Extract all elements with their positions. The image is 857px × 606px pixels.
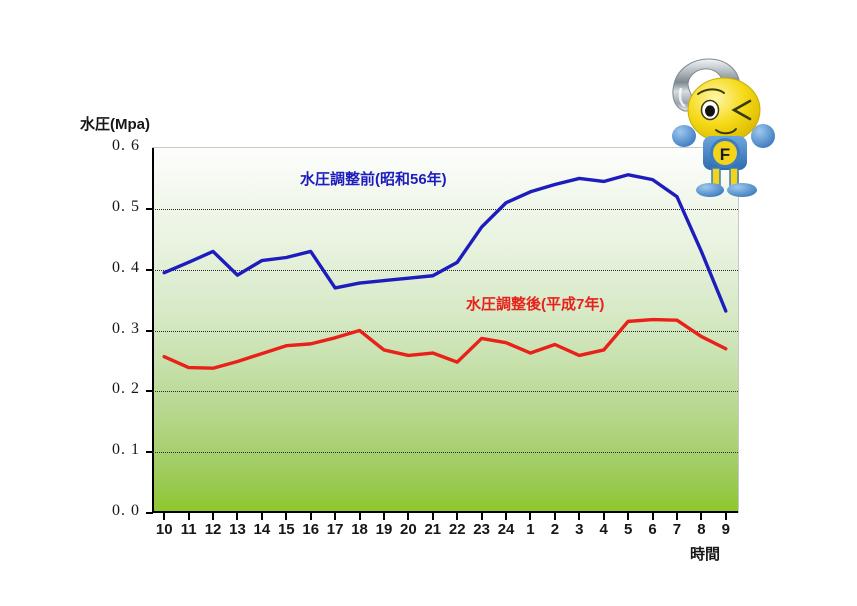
mascot-body: F — [703, 136, 747, 170]
series-label-after: 水圧調整後(平成7年) — [466, 296, 605, 313]
gridline — [152, 391, 738, 393]
x-tick-mark — [529, 513, 532, 520]
x-tick-label: 18 — [351, 521, 368, 538]
gridline — [152, 330, 738, 332]
x-tick-label: 16 — [302, 521, 320, 538]
x-tick-label: 14 — [253, 521, 271, 538]
mascot-right-arm — [751, 124, 775, 148]
y-tick-label: 0. 1 — [112, 441, 140, 459]
x-tick-mark — [724, 513, 727, 520]
x-tick-label: 20 — [400, 521, 417, 538]
faucet-mascot: F — [662, 32, 788, 202]
y-tick-label: 0. 4 — [112, 258, 140, 276]
x-tick-label: 8 — [697, 521, 706, 538]
plot-top-border — [152, 147, 739, 148]
x-tick-mark — [553, 513, 556, 520]
x-axis-title: 時間 — [690, 546, 721, 563]
x-tick-mark — [163, 513, 166, 520]
x-tick-mark — [578, 513, 581, 520]
x-tick-label: 15 — [277, 521, 295, 538]
y-tick-mark — [146, 512, 153, 514]
x-tick-label: 6 — [648, 521, 657, 538]
x-tick-mark — [602, 513, 605, 520]
x-tick-mark — [358, 513, 361, 520]
x-tick-mark — [309, 513, 312, 520]
x-tick-mark — [651, 513, 654, 520]
x-tick-mark — [212, 513, 215, 520]
gridline — [152, 452, 738, 454]
gridline — [152, 208, 738, 210]
x-tick-mark — [431, 513, 434, 520]
y-tick-mark — [146, 268, 153, 271]
x-tick-mark — [187, 513, 190, 520]
y-tick-label: 0. 5 — [112, 197, 140, 215]
x-tick-mark — [505, 513, 508, 520]
x-tick-mark — [480, 513, 483, 520]
mascot-left-arm — [672, 125, 696, 147]
series-label-before: 水圧調整前(昭和56年) — [300, 171, 447, 188]
x-tick-label: 2 — [550, 521, 560, 538]
plot-right-border — [738, 147, 739, 513]
x-tick-mark — [382, 513, 385, 520]
y-tick-mark — [146, 207, 153, 210]
x-tick-mark — [260, 513, 263, 520]
y-axis-title: 水圧(Mpa) — [80, 116, 150, 133]
x-tick-label: 24 — [497, 521, 515, 538]
x-tick-label: 5 — [623, 521, 633, 538]
x-tick-mark — [700, 513, 703, 520]
x-tick-label: 7 — [672, 521, 682, 538]
x-tick-label: 17 — [326, 521, 344, 538]
y-tick-mark — [146, 390, 153, 393]
mascot-left-foot — [696, 183, 724, 197]
y-tick-label: 0. 3 — [112, 319, 140, 337]
x-tick-mark — [675, 513, 678, 520]
x-tick-label: 21 — [424, 521, 442, 538]
x-tick-mark — [456, 513, 459, 520]
x-tick-label: 12 — [204, 521, 222, 538]
x-tick-mark — [236, 513, 239, 520]
x-tick-label: 4 — [599, 521, 608, 538]
x-tick-mark — [627, 513, 630, 520]
y-tick-label: 0. 2 — [112, 380, 140, 398]
x-tick-label: 23 — [473, 521, 490, 538]
x-tick-label: 19 — [375, 521, 393, 538]
x-tick-label: 11 — [180, 521, 197, 538]
x-tick-label: 10 — [155, 521, 173, 538]
y-tick-mark — [146, 451, 153, 454]
x-tick-label: 22 — [448, 521, 466, 538]
x-tick-label: 9 — [721, 521, 730, 538]
gridline — [152, 269, 738, 271]
x-tick-mark — [285, 513, 288, 520]
y-axis-labels: 0. 6 0. 5 0. 4 0. 3 0. 2 0. 1 0. 0 — [78, 0, 140, 606]
y-tick-mark — [146, 329, 153, 332]
x-tick-mark — [407, 513, 410, 520]
x-tick-mark — [334, 513, 337, 520]
y-tick-label: 0. 0 — [112, 502, 140, 519]
y-tick-label: 0. 6 — [112, 137, 140, 154]
mascot-badge-letter: F — [720, 145, 730, 164]
x-tick-label: 13 — [229, 521, 246, 538]
x-tick-label: 1 — [526, 521, 535, 538]
x-tick-label: 3 — [575, 521, 584, 538]
mascot-right-foot — [727, 183, 757, 197]
